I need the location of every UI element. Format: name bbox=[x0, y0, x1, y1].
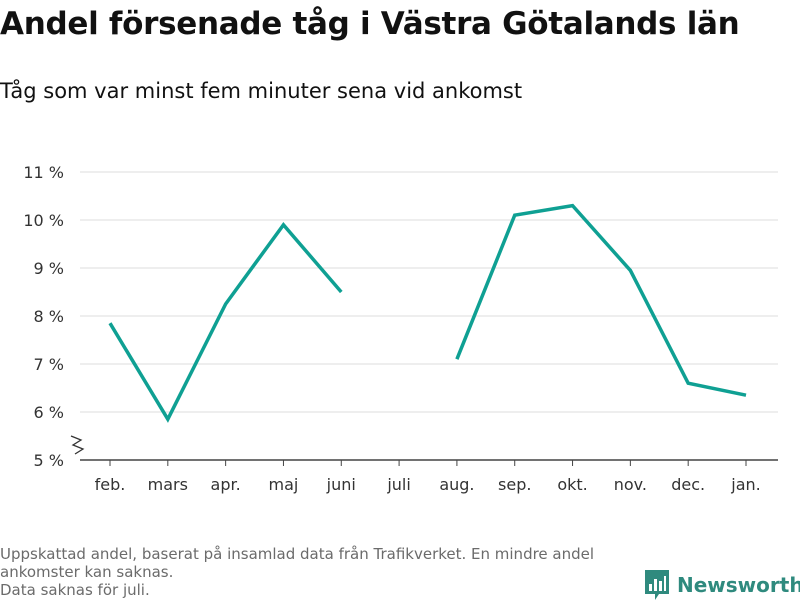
x-tick-label: apr. bbox=[211, 475, 241, 494]
series-line-segment bbox=[455, 203, 747, 397]
footnote-line-1: Uppskattad andel, baserat på insamlad da… bbox=[0, 545, 595, 563]
x-axis bbox=[70, 435, 778, 461]
x-tick-label: jan. bbox=[730, 475, 760, 494]
newsworthy-logo-icon bbox=[645, 570, 669, 600]
grid-lines bbox=[80, 171, 778, 413]
line-chart: 5 % 6 % 7 % 8 % 9 % 10 % 11 % feb. mars apr. maj j… bbox=[23, 163, 778, 494]
series-lines bbox=[108, 203, 747, 423]
x-axis-ticks: feb. mars apr. maj juni juli aug. sep. okt. nov. d… bbox=[95, 460, 761, 494]
footnote-line-2: ankomster kan saknas. bbox=[0, 563, 174, 581]
y-tick-label: 7 % bbox=[34, 355, 64, 374]
x-tick-label: mars bbox=[148, 475, 188, 494]
newsworthy-logo[interactable]: Newsworthy bbox=[645, 570, 800, 600]
series-line-segment bbox=[108, 221, 343, 423]
x-tick-label: maj bbox=[269, 475, 299, 494]
chart-subtitle: Tåg som var minst fem minuter sena vid a… bbox=[0, 79, 523, 103]
y-tick-label: 11 % bbox=[23, 163, 64, 182]
x-tick-label: nov. bbox=[614, 475, 647, 494]
y-tick-label: 5 % bbox=[34, 451, 64, 470]
y-axis-ticks: 5 % 6 % 7 % 8 % 9 % 10 % 11 % bbox=[23, 163, 64, 470]
footnote: Uppskattad andel, baserat på insamlad da… bbox=[0, 545, 640, 599]
x-tick-label: juni bbox=[326, 475, 356, 494]
y-tick-label: 6 % bbox=[34, 403, 64, 422]
x-tick-label: juli bbox=[386, 475, 410, 494]
footnote-line-3: Data saknas för juli. bbox=[0, 581, 150, 599]
chart-title: Andel försenade tåg i Västra Götalands l… bbox=[0, 6, 740, 42]
y-tick-label: 9 % bbox=[34, 259, 64, 278]
x-tick-label: sep. bbox=[498, 475, 531, 494]
newsworthy-logo-text: Newsworthy bbox=[677, 573, 800, 597]
x-tick-label: dec. bbox=[671, 475, 705, 494]
x-tick-label: okt. bbox=[557, 475, 587, 494]
x-tick-label: aug. bbox=[439, 475, 474, 494]
axis-break-icon bbox=[70, 435, 85, 455]
y-tick-label: 8 % bbox=[34, 307, 64, 326]
x-tick-label: feb. bbox=[95, 475, 126, 494]
y-tick-label: 10 % bbox=[23, 211, 64, 230]
